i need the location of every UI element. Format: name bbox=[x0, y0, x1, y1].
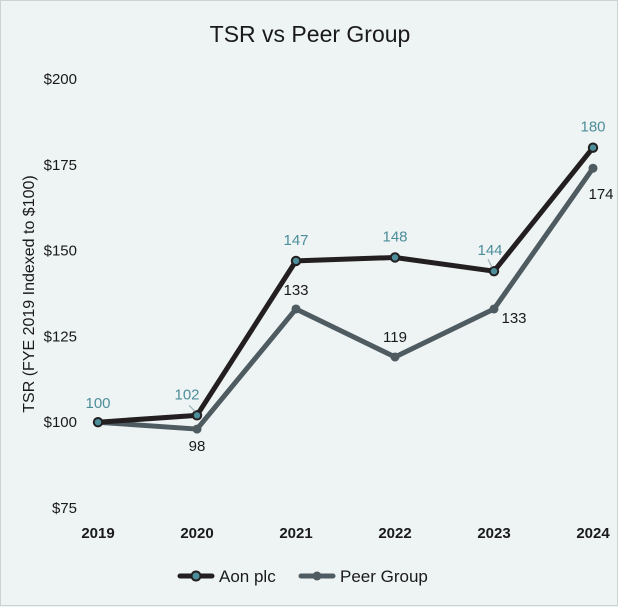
aon-point bbox=[587, 142, 599, 153]
y-tick-label: $150 bbox=[44, 243, 77, 260]
aon-data-label: 148 bbox=[382, 228, 407, 245]
legend-marker bbox=[190, 570, 202, 582]
series-layer bbox=[92, 142, 599, 434]
x-tick-label: 2019 bbox=[81, 525, 114, 542]
y-tick-label: $200 bbox=[44, 71, 77, 88]
x-tick-label: 2020 bbox=[180, 525, 213, 542]
peer-point bbox=[390, 352, 400, 362]
series-line-peer-group bbox=[95, 165, 596, 432]
peer-point bbox=[489, 304, 499, 314]
aon-point bbox=[92, 417, 104, 428]
legend-marker bbox=[312, 571, 322, 581]
y-tick-label: $125 bbox=[44, 328, 77, 345]
aon-point bbox=[191, 410, 203, 421]
y-tick-label: $175 bbox=[44, 157, 77, 174]
legend: Aon plc Peer Group bbox=[177, 567, 428, 586]
aon-point bbox=[488, 265, 500, 277]
peer-data-label: 174 bbox=[588, 186, 613, 203]
peer-data-label: 133 bbox=[501, 310, 526, 327]
y-axis-label: TSR (FYE 2019 Indexed to $100) bbox=[21, 175, 38, 412]
legend-label: Aon plc bbox=[219, 567, 276, 586]
aon-data-label: 100 bbox=[85, 395, 110, 412]
peer-data-label: 119 bbox=[383, 329, 407, 346]
aon-data-label: 144 bbox=[477, 242, 502, 259]
x-tick-label: 2021 bbox=[279, 525, 312, 542]
aon-data-label: 180 bbox=[580, 119, 605, 136]
label-leader-line bbox=[188, 404, 196, 412]
aon-data-label: 147 bbox=[283, 232, 308, 249]
peer-point bbox=[291, 304, 301, 314]
aon-point bbox=[290, 255, 302, 267]
peer-point bbox=[192, 424, 202, 434]
aon-point bbox=[389, 252, 401, 263]
peer-point bbox=[588, 163, 598, 173]
x-axis-ticks: 2019 2020 2021 2022 2023 2024 bbox=[81, 525, 610, 542]
peer-data-label: 98 bbox=[189, 438, 206, 455]
y-tick-label: $75 bbox=[52, 500, 77, 517]
series-line-aon-plc bbox=[95, 145, 596, 425]
x-tick-label: 2022 bbox=[378, 525, 411, 542]
peer-data-label: 133 bbox=[283, 282, 308, 299]
x-tick-label: 2024 bbox=[576, 525, 610, 542]
data-labels: 100 102 147 148 144 180 98 133 119 133 174 bbox=[85, 119, 613, 455]
label-leader-line bbox=[487, 258, 493, 268]
legend-label: Peer Group bbox=[340, 567, 428, 586]
y-tick-label: $100 bbox=[44, 414, 77, 431]
y-axis-ticks: $75 $100 $125 $150 $175 $200 bbox=[44, 71, 77, 517]
aon-data-label: 102 bbox=[174, 386, 199, 403]
chart-title: TSR vs Peer Group bbox=[210, 21, 411, 47]
x-tick-label: 2023 bbox=[477, 525, 510, 542]
